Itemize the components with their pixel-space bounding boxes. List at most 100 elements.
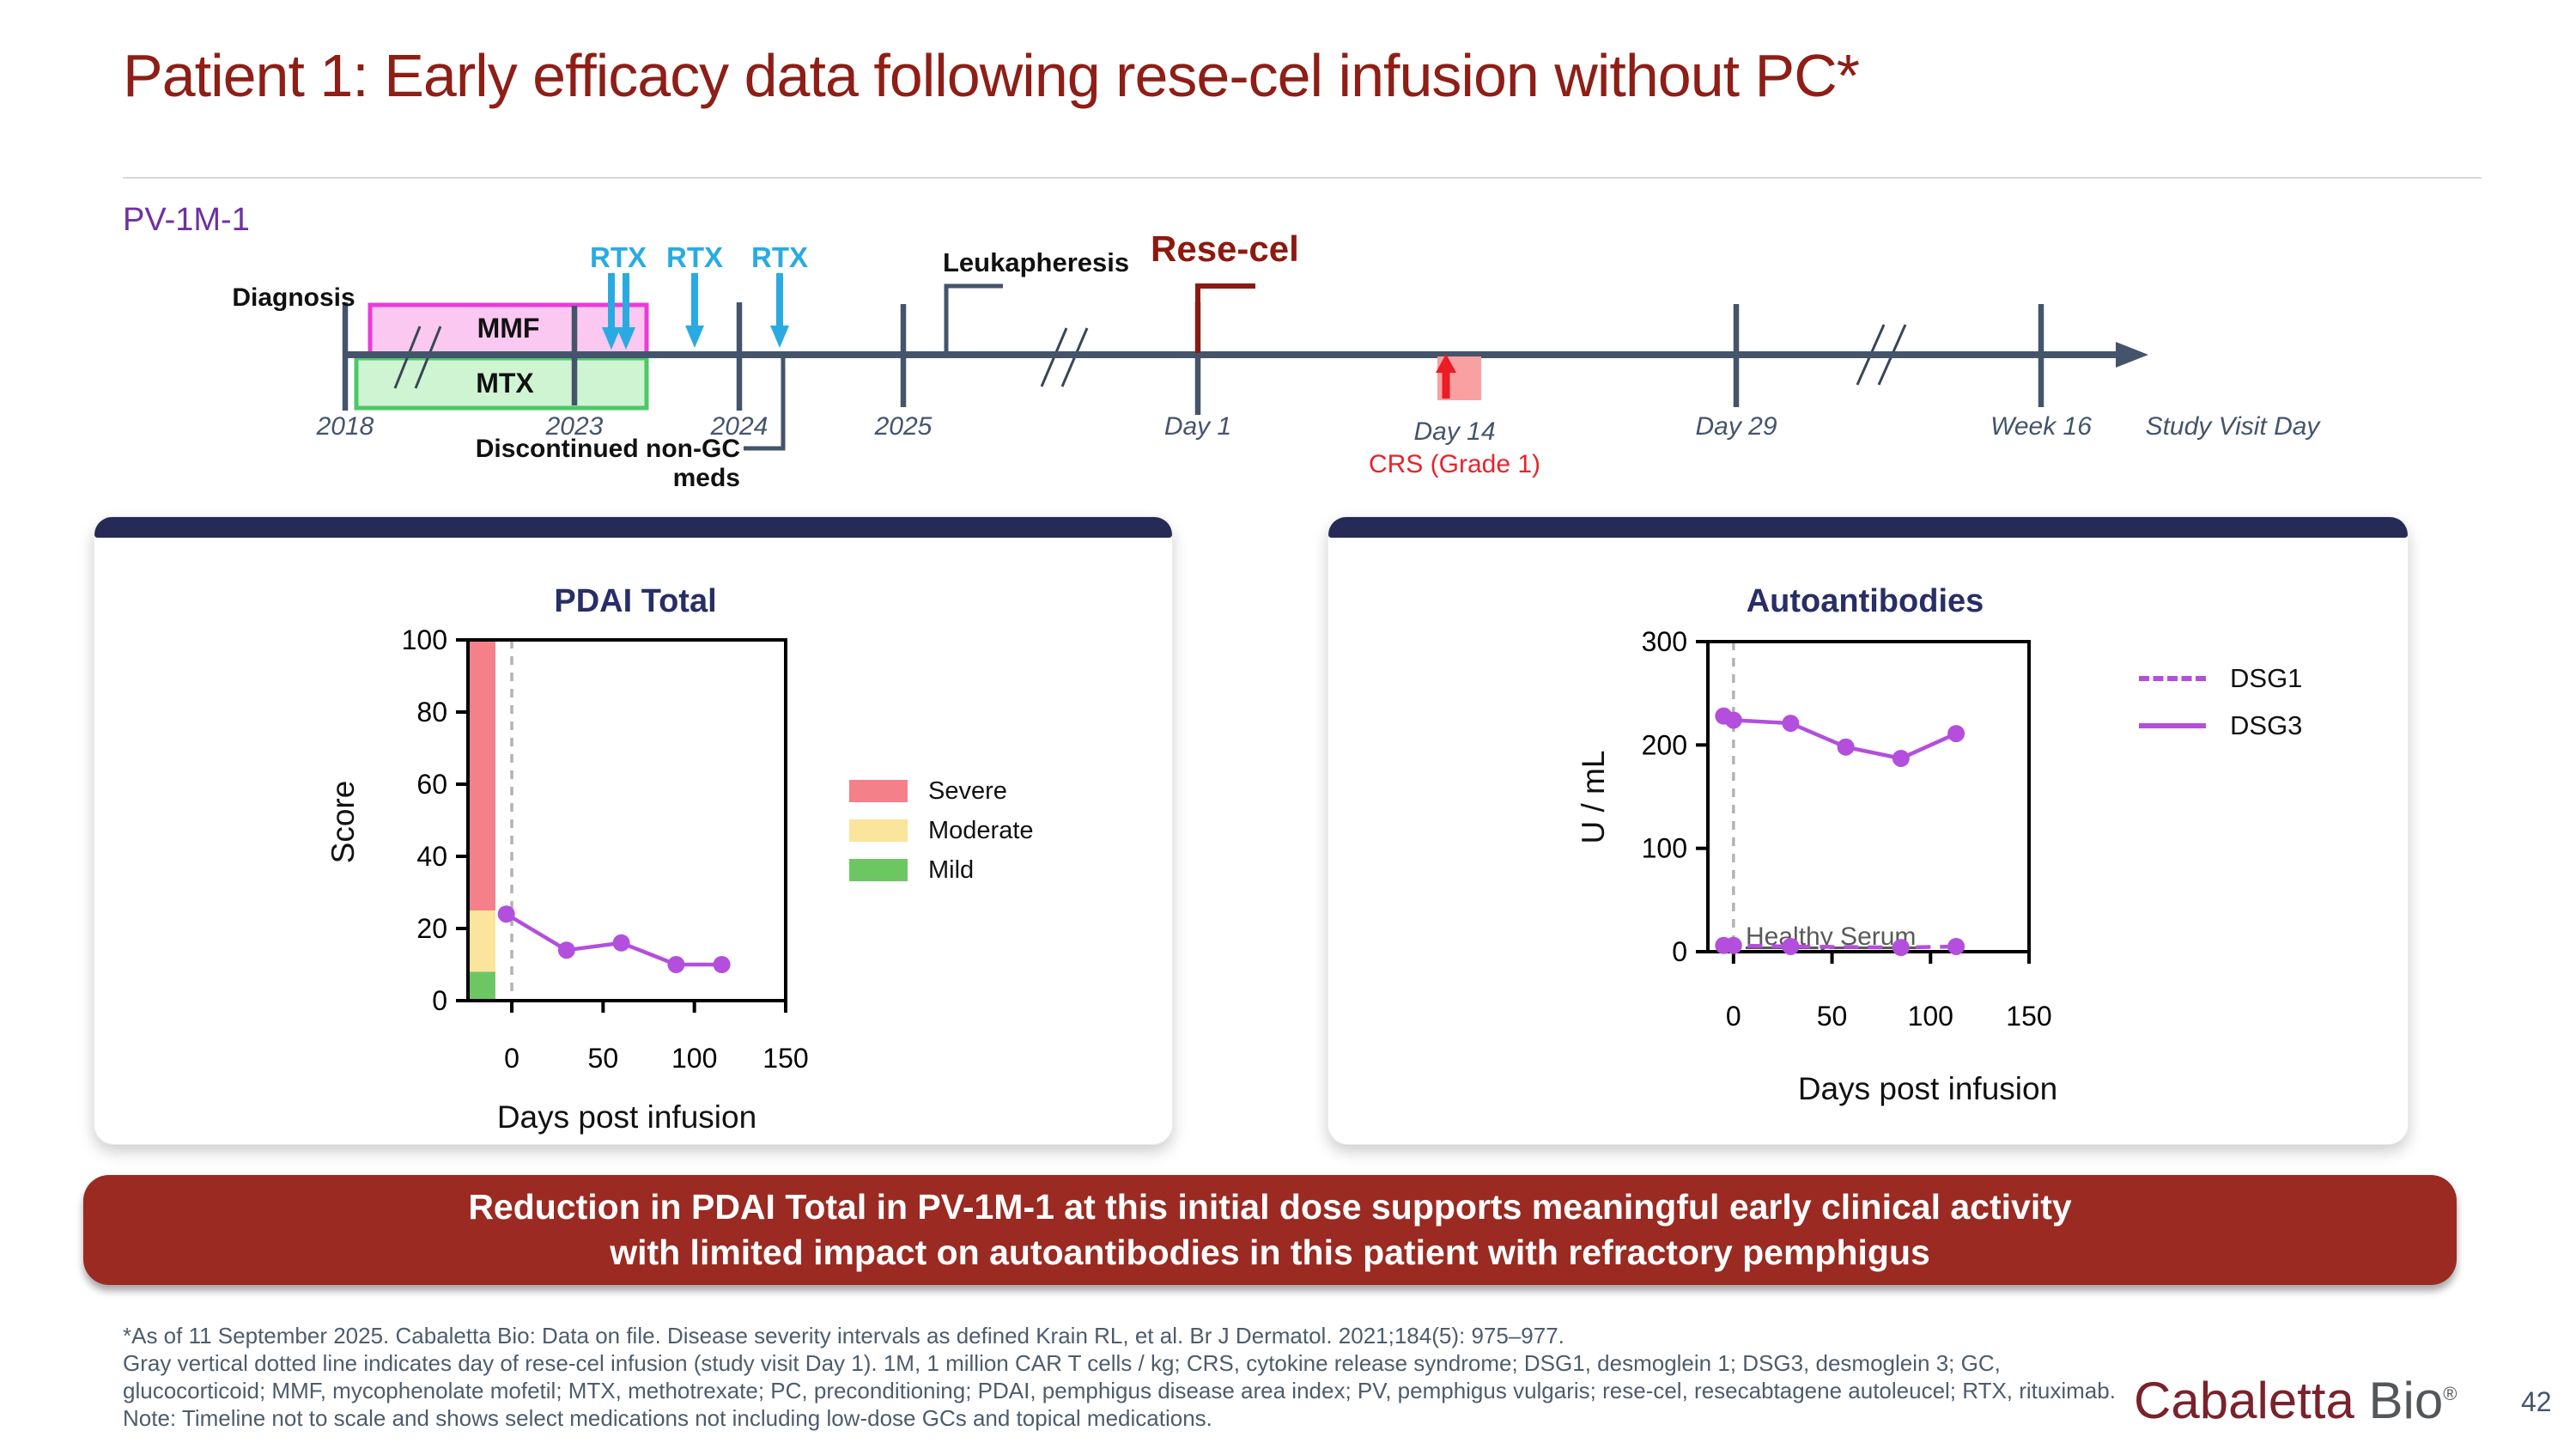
conclusion-banner: Reduction in PDAI Total in PV-1M-1 at th… xyxy=(83,1175,2457,1285)
footnote-line-1: *As of 11 September 2025. Cabaletta Bio:… xyxy=(123,1323,1564,1349)
y-tick-label: 0 xyxy=(1672,936,1687,967)
data-point-dsg3 xyxy=(1782,715,1800,733)
dsg3-line-sample xyxy=(2139,722,2206,728)
data-point-dsg1 xyxy=(1782,937,1800,955)
legend-row-mild: Mild xyxy=(849,850,1034,890)
x-tick-label: 0 xyxy=(1726,1001,1741,1032)
timeline-axis-arrowhead xyxy=(2116,342,2148,368)
severity-band-severe xyxy=(468,640,495,910)
leukapheresis-label: Leukapheresis xyxy=(943,247,1130,277)
rtx-label-1: RTX xyxy=(590,241,647,273)
footnote-line-4: Note: Timeline not to scale and shows se… xyxy=(123,1405,1212,1431)
banner-line-2: with limited impact on autoantibodies in… xyxy=(610,1233,1930,1272)
y-axis-label: Score xyxy=(326,781,361,864)
rese-cel-connector xyxy=(1195,283,1255,353)
y-tick-label: 60 xyxy=(416,769,447,800)
pdai-card xyxy=(94,516,1173,1145)
severe-swatch xyxy=(849,780,908,802)
tick-label-day29: Day 29 xyxy=(1695,412,1777,441)
tick-label-day1: Day 1 xyxy=(1163,412,1232,441)
legend-row-dsg3: DSG3 xyxy=(2139,702,2302,749)
data-point-pdai-total xyxy=(557,941,575,959)
y-axis-label: U / mL xyxy=(1576,751,1611,844)
dsg1-label: DSG1 xyxy=(2230,662,2303,693)
data-point-pdai-total xyxy=(667,956,685,973)
y-tick-label: 300 xyxy=(1642,626,1687,657)
moderate-swatch xyxy=(849,819,908,842)
data-point-pdai-total xyxy=(713,956,731,973)
data-point-dsg3 xyxy=(1892,749,1910,767)
diagnosis-label: Diagnosis xyxy=(232,283,355,312)
data-point-dsg3 xyxy=(1947,725,1965,743)
x-axis-label: Days post infusion xyxy=(1798,1071,2057,1106)
rese-cel-label: Rese-cel xyxy=(1151,228,1299,269)
leukapheresis-connector xyxy=(944,283,1003,353)
x-tick-label: 150 xyxy=(2006,1001,2051,1032)
rtx-label-2: RTX xyxy=(666,241,723,273)
mild-swatch xyxy=(849,859,908,881)
registered-mark-icon: ® xyxy=(2443,1383,2458,1404)
x-axis-label: Days post infusion xyxy=(497,1099,756,1135)
legend-row-moderate: Moderate xyxy=(849,811,1034,850)
page-number: 42 xyxy=(2521,1386,2552,1417)
data-point-dsg1 xyxy=(1947,937,1965,955)
data-point-dsg3 xyxy=(1724,711,1742,729)
logo-text-bio: Bio xyxy=(2368,1372,2444,1429)
tick-label-2025: 2025 xyxy=(874,412,933,441)
data-point-dsg1 xyxy=(1724,936,1742,954)
x-tick-label: 100 xyxy=(671,1043,717,1074)
severity-band-moderate xyxy=(468,910,495,972)
banner-line-1: Reduction in PDAI Total in PV-1M-1 at th… xyxy=(468,1187,2072,1227)
x-tick-label: 50 xyxy=(1817,1001,1848,1032)
severity-legend: Severe Moderate Mild xyxy=(849,771,1034,890)
timeline-ticks xyxy=(342,302,2044,415)
day14-arrow-head xyxy=(1436,354,1456,373)
data-point-dsg3 xyxy=(1837,738,1855,756)
data-point-pdai-total xyxy=(497,905,515,923)
y-tick-label: 100 xyxy=(1642,833,1687,864)
mmf-label: MMF xyxy=(477,313,540,344)
x-tick-label: 100 xyxy=(1908,1001,1953,1032)
crs-event-label: CRS (Grade 1) xyxy=(1368,450,1541,478)
rtx-arrows xyxy=(602,273,789,350)
timeline-break-marks xyxy=(393,324,1907,389)
severity-band-mild xyxy=(468,971,495,1001)
pdai-chart-title: PDAI Total xyxy=(554,583,717,619)
tick-label-week16: Week 16 xyxy=(1990,412,2092,441)
dsg3-label: DSG3 xyxy=(2230,709,2303,740)
plot-border xyxy=(466,638,787,1002)
y-tick-label: 100 xyxy=(402,624,447,655)
data-point-dsg1 xyxy=(1892,939,1910,957)
footnote-line-2: Gray vertical dotted line indicates day … xyxy=(123,1350,2001,1376)
title-divider xyxy=(123,177,2482,179)
tick-label-2018: 2018 xyxy=(316,412,374,441)
page-title: Patient 1: Early efficacy data following… xyxy=(123,42,1860,109)
footnote-line-3: glucocorticoid; MMF, mycophenolate mofet… xyxy=(123,1378,2116,1403)
day14-event-box xyxy=(1437,356,1481,400)
severe-label: Severe xyxy=(928,776,1007,805)
moderate-label: Moderate xyxy=(928,816,1034,844)
y-tick-label: 80 xyxy=(416,697,447,728)
mtx-label: MTX xyxy=(476,368,534,399)
autoantibodies-card-header-bar xyxy=(1328,517,2408,538)
discontinued-label: Discontinued non-GC meds xyxy=(475,435,740,492)
pdai-chart: 0 50 100 150 0 20 40 60 80 100 Days post infusion S… xyxy=(326,624,809,1135)
mild-label: Mild xyxy=(928,855,975,884)
dsg1-line-sample xyxy=(2139,675,2206,681)
pdai-card-header-bar xyxy=(94,517,1172,538)
y-tick-label: 200 xyxy=(1642,729,1687,760)
x-tick-label: 150 xyxy=(762,1043,808,1074)
y-tick-label: 40 xyxy=(416,841,447,872)
tick-label-day14: Day 14 xyxy=(1413,417,1496,446)
y-tick-label: 0 xyxy=(432,985,447,1016)
rtx-label-3: RTX xyxy=(751,241,808,273)
patient-id-label: PV-1M-1 xyxy=(123,202,250,238)
legend-row-severe: Severe xyxy=(849,771,1034,811)
axis-end-label: Study Visit Day xyxy=(2145,412,2320,441)
legend-row-dsg1: DSG1 xyxy=(2139,654,2302,702)
autoantibodies-chart-title: Autoantibodies xyxy=(1746,583,1984,619)
company-logo: Cabaletta Bio® xyxy=(2134,1371,2457,1430)
tick-label-2024: 2024 xyxy=(710,412,769,441)
data-point-pdai-total xyxy=(612,934,630,952)
